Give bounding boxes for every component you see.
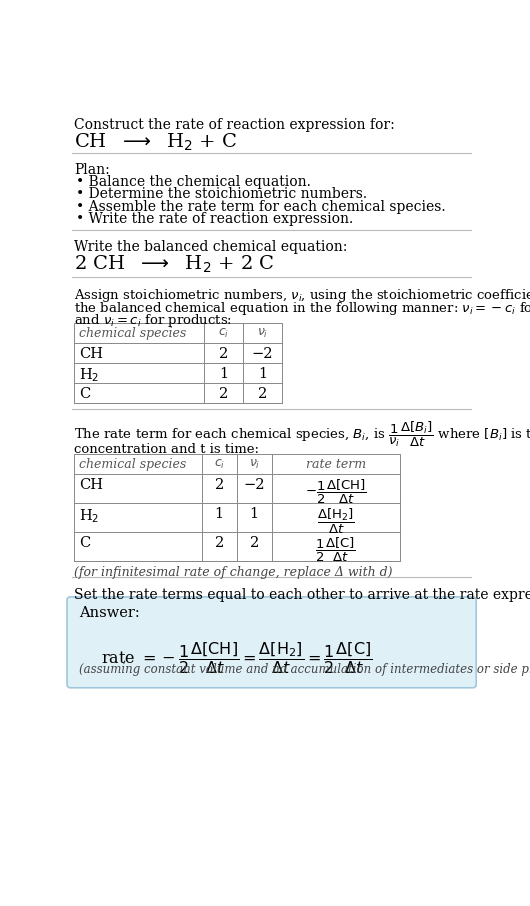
Text: $c_i$: $c_i$ bbox=[214, 458, 225, 470]
Text: Answer:: Answer: bbox=[78, 606, 139, 620]
Text: • Assemble the rate term for each chemical species.: • Assemble the rate term for each chemic… bbox=[76, 199, 445, 214]
Text: rate term: rate term bbox=[305, 458, 366, 470]
Text: H$_2$: H$_2$ bbox=[78, 367, 99, 384]
Text: 2: 2 bbox=[250, 536, 259, 550]
Text: $\dfrac{1}{2}\dfrac{\Delta[\mathrm{C}]}{\Delta t}$: $\dfrac{1}{2}\dfrac{\Delta[\mathrm{C}]}{… bbox=[315, 536, 356, 564]
Text: Set the rate terms equal to each other to arrive at the rate expression:: Set the rate terms equal to each other t… bbox=[74, 588, 530, 602]
Text: 1: 1 bbox=[250, 506, 259, 521]
Text: • Balance the chemical equation.: • Balance the chemical equation. bbox=[76, 175, 311, 189]
Text: 2: 2 bbox=[215, 536, 224, 550]
Bar bbox=[74, 323, 282, 403]
Text: Construct the rate of reaction expression for:: Construct the rate of reaction expressio… bbox=[74, 118, 395, 132]
Text: 2: 2 bbox=[219, 387, 228, 400]
Text: CH  $\longrightarrow$  H$_2$ + C: CH $\longrightarrow$ H$_2$ + C bbox=[74, 131, 237, 153]
Text: 2: 2 bbox=[258, 387, 267, 400]
Text: The rate term for each chemical species, $B_i$, is $\dfrac{1}{\nu_i}\dfrac{\Delt: The rate term for each chemical species,… bbox=[74, 419, 530, 449]
Text: Plan:: Plan: bbox=[74, 162, 110, 177]
Text: 2: 2 bbox=[219, 347, 228, 361]
Text: (for infinitesimal rate of change, replace Δ with d): (for infinitesimal rate of change, repla… bbox=[74, 566, 393, 579]
Text: the balanced chemical equation in the following manner: $\nu_i = -c_i$ for react: the balanced chemical equation in the fo… bbox=[74, 300, 530, 317]
Bar bbox=[74, 454, 400, 562]
Text: −2: −2 bbox=[243, 477, 265, 492]
Text: and $\nu_i = c_i$ for products:: and $\nu_i = c_i$ for products: bbox=[74, 312, 232, 329]
Text: −2: −2 bbox=[252, 347, 273, 361]
Text: 1: 1 bbox=[258, 367, 267, 381]
Text: Write the balanced chemical equation:: Write the balanced chemical equation: bbox=[74, 239, 347, 254]
Text: chemical species: chemical species bbox=[78, 327, 186, 340]
Text: concentration and t is time:: concentration and t is time: bbox=[74, 443, 259, 456]
Text: H$_2$: H$_2$ bbox=[78, 506, 99, 525]
Text: 2: 2 bbox=[215, 477, 224, 492]
Text: $-\dfrac{1}{2}\dfrac{\Delta[\mathrm{CH}]}{\Delta t}$: $-\dfrac{1}{2}\dfrac{\Delta[\mathrm{CH}]… bbox=[305, 477, 366, 506]
Text: • Determine the stoichiometric numbers.: • Determine the stoichiometric numbers. bbox=[76, 188, 367, 201]
Text: 1: 1 bbox=[215, 506, 224, 521]
Text: CH: CH bbox=[78, 347, 103, 361]
Text: chemical species: chemical species bbox=[78, 458, 186, 470]
Text: CH: CH bbox=[78, 477, 103, 492]
Text: $\nu_i$: $\nu_i$ bbox=[257, 327, 268, 340]
Text: Assign stoichiometric numbers, $\nu_i$, using the stoichiometric coefficients, $: Assign stoichiometric numbers, $\nu_i$, … bbox=[74, 287, 530, 304]
Text: $\nu_i$: $\nu_i$ bbox=[249, 458, 260, 470]
Text: rate $= -\dfrac{1}{2}\dfrac{\Delta[\mathrm{CH}]}{\Delta t} = \dfrac{\Delta[\math: rate $= -\dfrac{1}{2}\dfrac{\Delta[\math… bbox=[101, 640, 373, 676]
Text: 2 CH  $\longrightarrow$  H$_2$ + 2 C: 2 CH $\longrightarrow$ H$_2$ + 2 C bbox=[74, 254, 275, 275]
Text: C: C bbox=[78, 387, 90, 400]
Text: $c_i$: $c_i$ bbox=[218, 327, 229, 340]
Text: (assuming constant volume and no accumulation of intermediates or side products): (assuming constant volume and no accumul… bbox=[78, 663, 530, 676]
Text: • Write the rate of reaction expression.: • Write the rate of reaction expression. bbox=[76, 212, 353, 226]
FancyBboxPatch shape bbox=[67, 597, 476, 688]
Text: 1: 1 bbox=[219, 367, 228, 381]
Text: C: C bbox=[78, 536, 90, 550]
Text: $\dfrac{\Delta[\mathrm{H_2}]}{\Delta t}$: $\dfrac{\Delta[\mathrm{H_2}]}{\Delta t}$ bbox=[317, 506, 355, 536]
